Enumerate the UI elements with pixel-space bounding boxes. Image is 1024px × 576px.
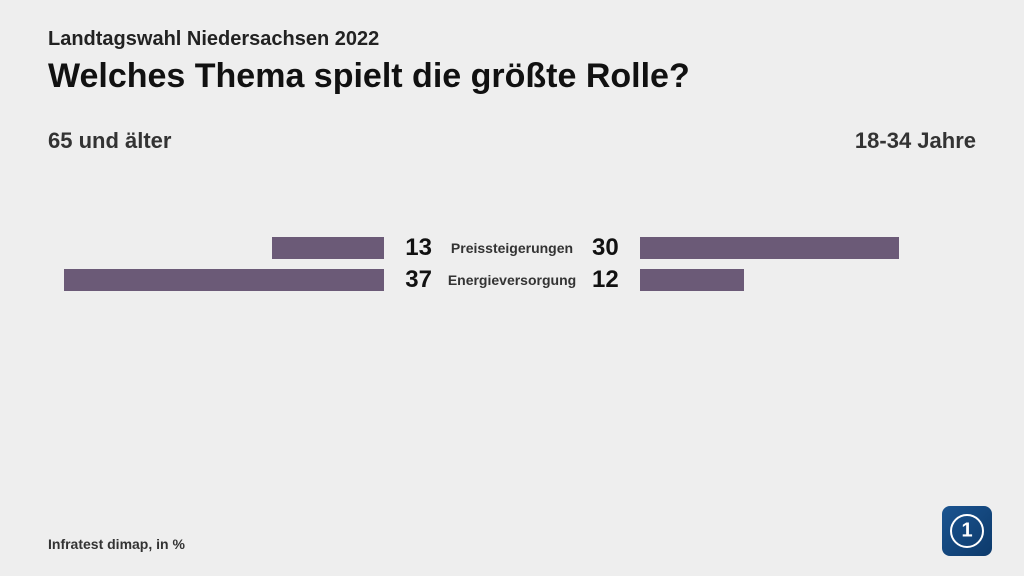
supertitle: Landtagswahl Niedersachsen 2022 (48, 28, 976, 51)
left-bar-container: 13 (48, 234, 432, 262)
right-bar (640, 269, 744, 291)
right-group-label: 18-34 Jahre (855, 128, 976, 154)
category-label: Preissteigerungen (432, 240, 592, 256)
chart-container: Landtagswahl Niedersachsen 2022 Welches … (0, 0, 1024, 576)
chart-area: 13Preissteigerungen30 37Energieversorgung… (48, 234, 976, 294)
left-bar (272, 237, 384, 259)
left-group-label: 65 und älter (48, 128, 171, 154)
logo-icon (950, 514, 984, 548)
left-bar-container: 37 (48, 266, 432, 294)
left-value: 37 (396, 266, 432, 294)
right-value: 12 (592, 266, 628, 294)
source-footer: Infratest dimap, in % (48, 536, 185, 552)
page-title: Welches Thema spielt die größte Rolle? (48, 57, 976, 96)
right-bar-container: 30 (592, 234, 976, 262)
broadcaster-logo (942, 506, 992, 556)
group-labels: 65 und älter 18-34 Jahre (48, 128, 976, 154)
left-value: 13 (396, 234, 432, 262)
category-label: Energieversorgung (432, 272, 592, 288)
right-value: 30 (592, 234, 628, 262)
chart-row: 37Energieversorgung12 (48, 266, 976, 294)
right-bar-container: 12 (592, 266, 976, 294)
chart-row: 13Preissteigerungen30 (48, 234, 976, 262)
left-bar (64, 269, 384, 291)
right-bar (640, 237, 899, 259)
